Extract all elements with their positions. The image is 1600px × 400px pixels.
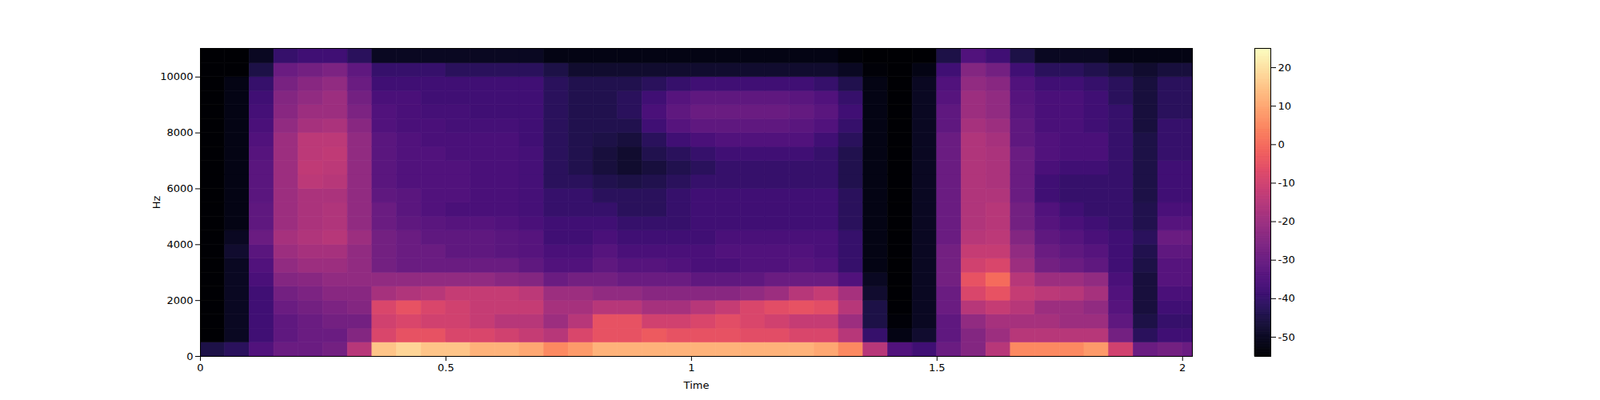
svg-text:Time: Time <box>683 379 710 392</box>
svg-text:1: 1 <box>688 361 695 374</box>
svg-text:-10: -10 <box>1278 176 1296 189</box>
svg-text:Hz: Hz <box>150 196 163 210</box>
svg-text:0: 0 <box>1278 138 1285 151</box>
svg-text:0: 0 <box>196 361 204 374</box>
svg-text:2: 2 <box>1179 361 1186 374</box>
svg-text:0: 0 <box>186 350 193 363</box>
svg-text:4000: 4000 <box>166 238 193 251</box>
svg-text:6000: 6000 <box>166 182 193 195</box>
svg-text:10000: 10000 <box>160 70 193 83</box>
svg-text:-20: -20 <box>1278 215 1296 228</box>
svg-text:8000: 8000 <box>166 126 193 139</box>
svg-text:1.5: 1.5 <box>928 361 946 374</box>
svg-text:0.5: 0.5 <box>437 361 455 374</box>
svg-text:10: 10 <box>1278 100 1292 112</box>
svg-text:-40: -40 <box>1278 292 1296 304</box>
svg-text:2000: 2000 <box>166 294 193 307</box>
svg-text:20: 20 <box>1278 61 1292 74</box>
svg-text:-30: -30 <box>1278 253 1296 266</box>
svg-text:-50: -50 <box>1278 331 1296 344</box>
